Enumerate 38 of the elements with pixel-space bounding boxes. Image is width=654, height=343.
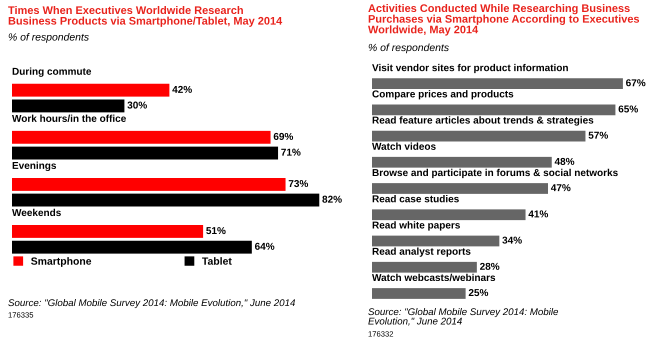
y-tick-label: Read case studies xyxy=(372,195,459,202)
legend-label: Smartphone xyxy=(31,257,92,267)
data-label: 28% xyxy=(480,262,500,270)
y-tick-label: During commute xyxy=(12,68,92,77)
chart-title: Activities Conducted While Researching Business Purchases via Smartphone According to Executives Worldwide, May 2014 xyxy=(368,4,640,36)
chart-title: Times When Executives Worldwide Research Business Products via Smartphone/Tablet, May 2014 xyxy=(8,6,282,27)
legend-label: Tablet xyxy=(202,257,232,265)
data-label: 57% xyxy=(588,132,608,139)
chart-subtitle: % of respondents xyxy=(368,44,449,54)
y-tick-label: Read white papers xyxy=(372,221,460,231)
y-tick-label: Evenings xyxy=(12,162,56,172)
y-tick-label: Work hours/in the office xyxy=(12,114,126,122)
y-tick-label: Watch webcasts/webinars xyxy=(372,274,496,282)
y-tick-label: Compare prices and products xyxy=(372,90,514,100)
data-label: 69% xyxy=(274,132,294,140)
y-tick-label: Browse and participate in forums & social networks xyxy=(372,168,618,178)
data-label: 64% xyxy=(254,242,274,250)
data-label: 51% xyxy=(206,227,226,234)
data-label: 30% xyxy=(127,102,147,109)
y-tick-label: Weekends xyxy=(12,208,61,216)
chart-subtitle: % of respondents xyxy=(8,33,89,43)
data-label: 67% xyxy=(626,79,646,86)
data-label: 82% xyxy=(322,196,342,203)
data-label: 34% xyxy=(502,236,522,244)
y-tick-label: Watch videos xyxy=(372,142,436,150)
y-tick-label: Visit vendor sites for product information xyxy=(372,64,568,74)
data-label: 48% xyxy=(554,158,574,165)
data-label: 41% xyxy=(528,210,548,218)
data-label: 73% xyxy=(288,180,308,188)
data-label: 42% xyxy=(172,86,192,93)
y-tick-label: Read feature articles about trends & strategies xyxy=(372,116,594,126)
source-note: Source: "Global Mobile Survey 2014: Mobile Evolution," June 2014 xyxy=(8,299,296,308)
data-label: 65% xyxy=(618,105,638,113)
data-label: 47% xyxy=(550,184,571,192)
data-label: 25% xyxy=(468,289,488,296)
data-label: 71% xyxy=(281,148,301,156)
source-note: Source: "Global Mobile Survey 2014: Mobile Evolution," June 2014 xyxy=(368,308,558,326)
y-tick-label: Read analyst reports xyxy=(372,247,471,257)
